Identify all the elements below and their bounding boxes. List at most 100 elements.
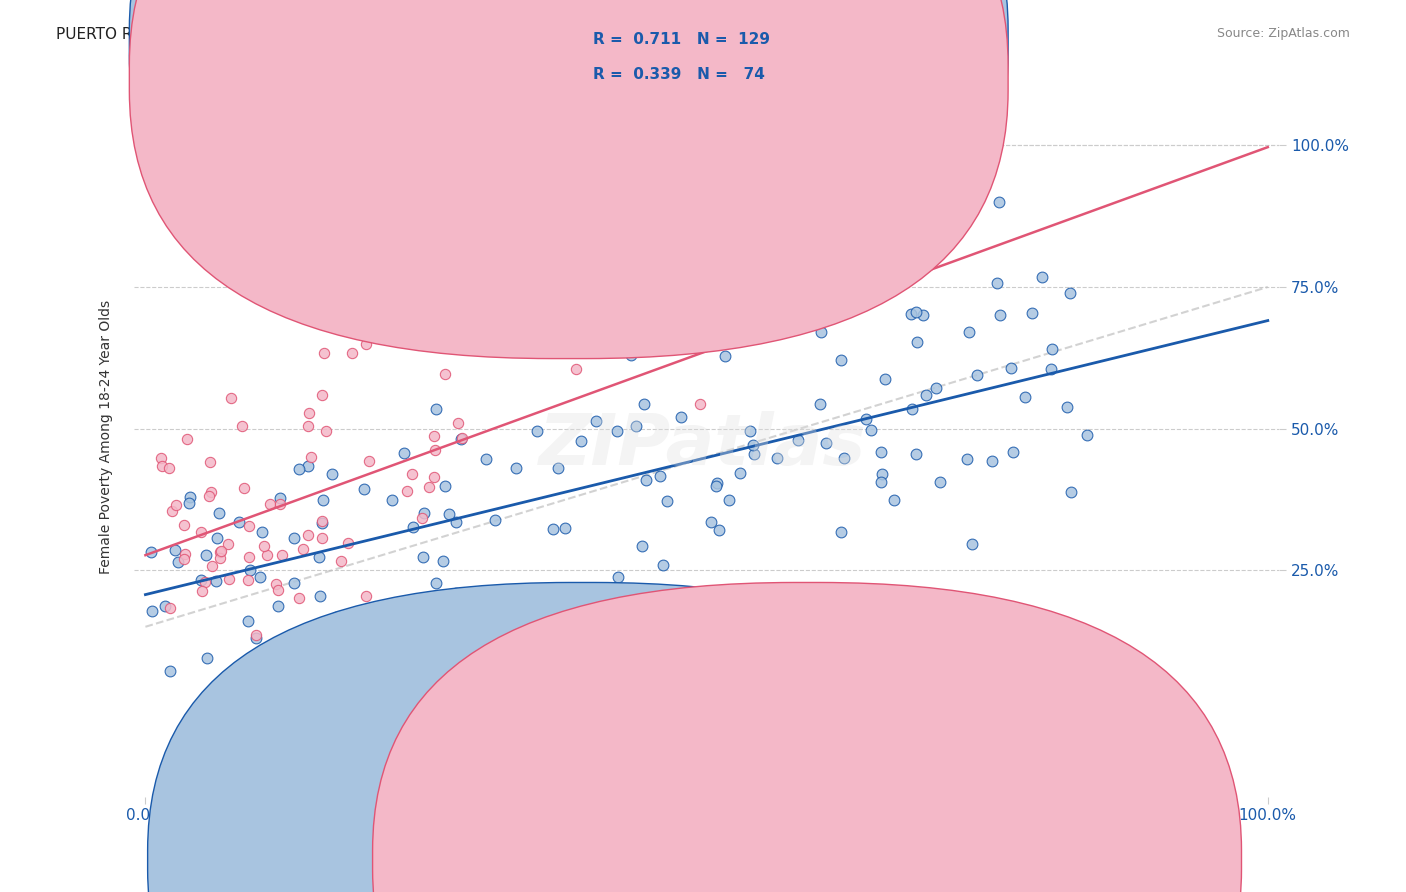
Point — [434, 479, 457, 493]
Point — [554, 520, 576, 534]
Point — [624, 418, 647, 433]
Point — [569, 434, 592, 448]
Point — [634, 473, 657, 487]
Text: ZIPatlas: ZIPatlas — [540, 411, 866, 481]
Point — [311, 514, 333, 528]
Point — [233, 481, 256, 495]
Point — [311, 531, 333, 545]
Point — [353, 482, 375, 496]
Point — [249, 570, 271, 584]
Point — [292, 542, 315, 557]
Point — [655, 493, 678, 508]
Point — [912, 308, 935, 322]
Point — [565, 362, 588, 376]
Point — [209, 550, 232, 565]
Point — [190, 573, 212, 587]
Point — [162, 503, 184, 517]
Point — [957, 325, 980, 339]
Point — [425, 575, 447, 590]
Point — [474, 452, 496, 467]
Point — [205, 574, 228, 588]
Point — [883, 492, 905, 507]
Point — [311, 388, 333, 402]
Point — [418, 480, 440, 494]
Point — [259, 497, 281, 511]
Point — [197, 651, 219, 665]
Point — [830, 353, 852, 368]
Point — [402, 520, 425, 534]
Point — [373, 600, 395, 615]
Point — [288, 461, 311, 475]
Point — [297, 528, 319, 542]
Point — [742, 447, 765, 461]
Point — [176, 432, 198, 446]
Point — [231, 418, 253, 433]
Point — [704, 478, 727, 492]
Point — [308, 550, 330, 565]
Point — [198, 455, 221, 469]
Point — [904, 305, 927, 319]
Point — [870, 467, 893, 481]
Point — [179, 490, 201, 504]
Point — [190, 583, 212, 598]
Point — [396, 484, 419, 499]
Point — [423, 470, 446, 484]
Point — [316, 284, 339, 298]
Point — [728, 466, 751, 480]
Point — [319, 698, 342, 712]
Point — [359, 454, 381, 468]
Point — [966, 368, 988, 383]
Point — [256, 648, 278, 663]
Point — [194, 574, 217, 589]
Point — [925, 381, 948, 395]
Point — [900, 307, 922, 321]
Point — [714, 349, 737, 363]
Point — [855, 412, 877, 426]
Point — [139, 545, 162, 559]
Point — [256, 548, 278, 562]
Point — [1076, 428, 1098, 442]
Point — [165, 498, 187, 512]
Point — [167, 555, 190, 569]
Point — [484, 513, 506, 527]
Point — [218, 572, 240, 586]
Point — [860, 424, 883, 438]
Point — [547, 460, 569, 475]
Point — [283, 576, 305, 591]
Text: R =  0.339   N =   74: R = 0.339 N = 74 — [593, 68, 765, 82]
Point — [201, 558, 224, 573]
Point — [413, 506, 436, 520]
Point — [270, 549, 292, 563]
Point — [1000, 361, 1022, 376]
Point — [447, 416, 470, 430]
Point — [297, 419, 319, 434]
Point — [228, 705, 250, 719]
Point — [267, 583, 290, 598]
Point — [541, 607, 564, 621]
Point — [450, 432, 472, 446]
Point — [325, 610, 347, 624]
Point — [173, 551, 195, 566]
Point — [585, 414, 607, 428]
Text: PUERTO RICAN VS IMMIGRANTS FROM AFRICA FEMALE POVERTY AMONG 18-24 YEAR OLDS CORR: PUERTO RICAN VS IMMIGRANTS FROM AFRICA F… — [56, 27, 920, 42]
Point — [870, 445, 893, 459]
Point — [297, 458, 319, 473]
Point — [218, 686, 240, 700]
Point — [412, 223, 434, 237]
Point — [200, 484, 222, 499]
Point — [437, 507, 460, 521]
Point — [157, 460, 180, 475]
Point — [738, 424, 761, 438]
Point — [267, 599, 290, 614]
Point — [430, 326, 453, 340]
Point — [321, 467, 343, 481]
Point — [173, 518, 195, 533]
Point — [870, 475, 893, 490]
Point — [980, 453, 1002, 467]
Point — [1056, 400, 1078, 414]
Point — [444, 586, 467, 600]
Point — [198, 489, 221, 503]
Text: Source: ZipAtlas.com: Source: ZipAtlas.com — [1216, 27, 1350, 40]
Point — [312, 346, 335, 360]
Point — [1039, 362, 1062, 376]
